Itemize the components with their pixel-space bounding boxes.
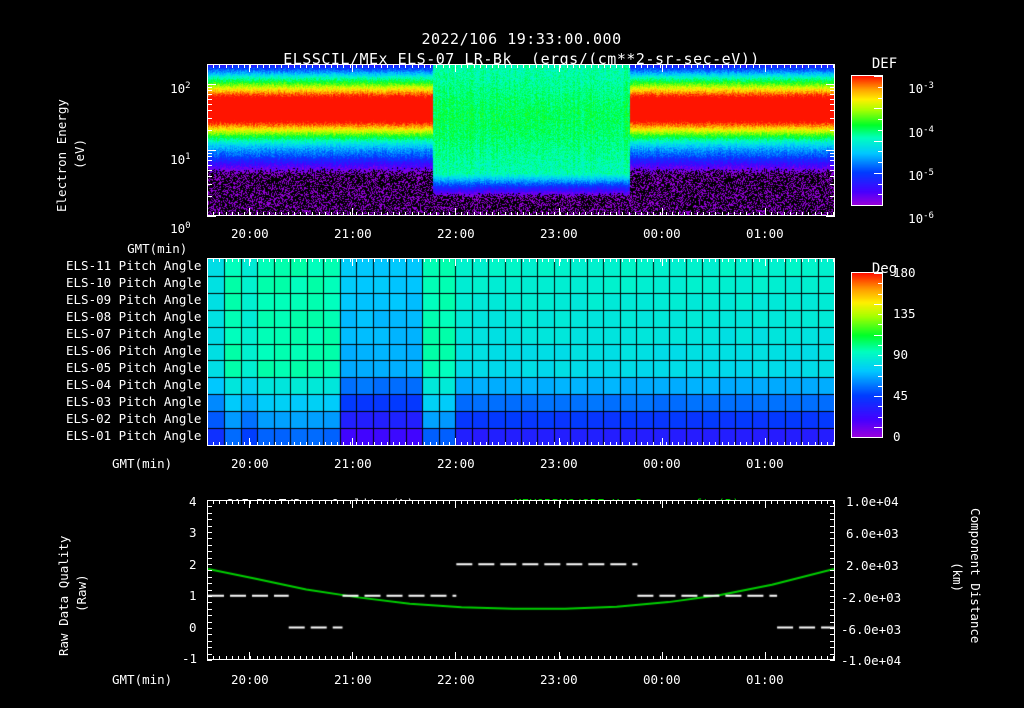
deg-colorbar <box>851 272 883 438</box>
page-title: 2022/106 19:33:00.000 <box>0 12 1024 48</box>
deg-tick-180: 180 <box>893 265 916 280</box>
panel2-xtick-3: 23:00 <box>540 456 578 471</box>
panel1-xlabel: GMT(min) <box>127 241 188 256</box>
panel3-ylabel-right-line2: (km) <box>950 562 965 593</box>
pitch-row-label-04: ELS-04 Pitch Angle <box>66 377 202 392</box>
panel1-xtick-1: 21:00 <box>334 226 372 241</box>
deg-tick-0: 0 <box>893 429 901 444</box>
panel3-rtick-0: 1.0e+04 <box>846 494 899 509</box>
panel1-ytick-1: 101 <box>170 152 191 168</box>
panel1-ytick-0: 100 <box>170 221 191 237</box>
panel2-xtick-1: 21:00 <box>334 456 372 471</box>
pitch-row-label-10: ELS-10 Pitch Angle <box>66 275 202 290</box>
panel1-xtick-4: 00:00 <box>643 226 681 241</box>
page-subtitle: ELSSCIL/MEx ELS-07 LR-Bk (ergs/(cm**2-sr… <box>0 32 1024 68</box>
pitch-row-label-06: ELS-06 Pitch Angle <box>66 343 202 358</box>
panel3-ylabel-left-line2: (Raw) <box>74 574 89 612</box>
panel3-rtick-2: 2.0e+03 <box>846 558 899 573</box>
deg-tick-45: 45 <box>893 388 909 403</box>
pitch-row-label-02: ELS-02 Pitch Angle <box>66 411 202 426</box>
panel3-ylabel-left-line1: Raw Data Quality <box>56 535 71 656</box>
panel1-xtick-0: 20:00 <box>231 226 269 241</box>
panel3-xtick-5: 01:00 <box>746 672 784 687</box>
panel1-ylabel-line1: Electron Energy <box>54 99 69 212</box>
panel3-ylabel-left: Raw Data Quality (Raw) <box>42 500 89 660</box>
def-tick-3: 10-3 <box>908 81 934 97</box>
panel3-xtick-1: 21:00 <box>334 672 372 687</box>
panel1-xtick-3: 23:00 <box>540 226 578 241</box>
panel3-xlabel: GMT(min) <box>112 672 173 687</box>
subtitle-text: ELSSCIL/MEx ELS-07 LR-Bk (ergs/(cm**2-sr… <box>283 50 760 68</box>
pitch-row-label-11: ELS-11 Pitch Angle <box>66 258 202 273</box>
panel3-rtick-5: -1.0e+04 <box>841 653 902 668</box>
def-tick-4: 10-4 <box>908 125 934 141</box>
deg-tick-90: 90 <box>893 347 909 362</box>
panel3-xtick-2: 22:00 <box>437 672 475 687</box>
panel2-xtick-0: 20:00 <box>231 456 269 471</box>
panel3-xtick-4: 00:00 <box>643 672 681 687</box>
panel3-ytick-4: 4 <box>189 494 197 509</box>
panel3-ytick-0: 0 <box>189 620 197 635</box>
def-colorbar <box>851 75 883 206</box>
panel3-ylabel-right: Component Distance (km) <box>950 500 995 670</box>
panel3-rtick-3: -2.0e+03 <box>841 590 902 605</box>
pitch-row-label-08: ELS-08 Pitch Angle <box>66 309 202 324</box>
pitch-row-label-09: ELS-09 Pitch Angle <box>66 292 202 307</box>
panel1-xtick-5: 01:00 <box>746 226 784 241</box>
panel2-xlabel: GMT(min) <box>112 456 173 471</box>
pitch-row-label-05: ELS-05 Pitch Angle <box>66 360 202 375</box>
def-tick-5: 10-5 <box>908 168 934 184</box>
panel2-xtick-4: 00:00 <box>643 456 681 471</box>
panel3-ytick-3: 3 <box>189 525 197 540</box>
panel3-ytick-1: 1 <box>189 588 197 603</box>
pitch-row-label-01: ELS-01 Pitch Angle <box>66 428 202 443</box>
panel3-ytick-2: 2 <box>189 557 197 572</box>
data-quality-panel[interactable] <box>207 500 835 660</box>
pitch-row-label-03: ELS-03 Pitch Angle <box>66 394 202 409</box>
panel1-ylabel: Electron Energy (eV) <box>40 64 87 216</box>
panel1-ylabel-line2: (eV) <box>72 138 87 169</box>
deg-tick-135: 135 <box>893 306 916 321</box>
panel3-ylabel-right-line1: Component Distance <box>968 508 983 644</box>
panel1-ytick-2: 102 <box>170 81 191 97</box>
panel3-xtick-0: 20:00 <box>231 672 269 687</box>
panel3-xtick-3: 23:00 <box>540 672 578 687</box>
def-colorbar-title: DEF <box>871 56 898 72</box>
panel2-xtick-2: 22:00 <box>437 456 475 471</box>
pitch-row-label-07: ELS-07 Pitch Angle <box>66 326 202 341</box>
title-datetime: 2022/106 19:33:00.000 <box>421 30 622 48</box>
panel2-xtick-5: 01:00 <box>746 456 784 471</box>
panel3-rtick-4: -6.0e+03 <box>841 622 902 637</box>
panel3-ytick-m1: -1 <box>182 651 198 666</box>
panel1-xtick-2: 22:00 <box>437 226 475 241</box>
pitch-angle-panel[interactable] <box>207 258 835 446</box>
spectrogram-panel[interactable] <box>207 64 835 216</box>
def-tick-6: 10-6 <box>908 211 934 227</box>
panel3-rtick-1: 6.0e+03 <box>846 526 899 541</box>
